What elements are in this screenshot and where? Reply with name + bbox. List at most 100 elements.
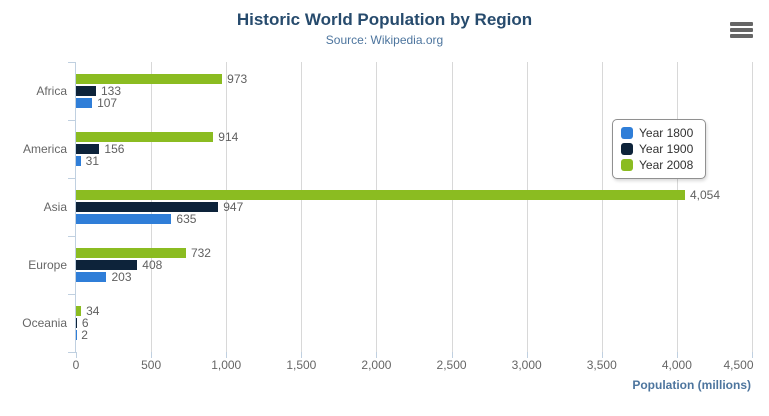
category-label-asia: Asia — [43, 200, 67, 214]
hamburger-icon — [730, 28, 753, 32]
gridline — [376, 62, 378, 352]
hamburger-icon — [730, 22, 753, 26]
bar-line: 408 — [76, 258, 752, 272]
gridline — [226, 62, 228, 352]
y-axis-tick — [68, 62, 76, 63]
gridline — [752, 62, 753, 352]
data-label: 107 — [97, 96, 118, 110]
x-axis-tick-label: 4,500 — [723, 358, 754, 372]
x-axis-tick — [301, 352, 303, 358]
x-axis-tick-label: 500 — [141, 358, 162, 372]
y-axis-tick — [68, 236, 76, 237]
bar-africa-year-1800[interactable] — [76, 98, 93, 108]
bar-oceania-year-2008[interactable] — [76, 306, 82, 316]
bar-line: 2 — [76, 328, 752, 342]
x-axis-tick — [676, 352, 678, 358]
bar-america-year-2008[interactable] — [76, 132, 214, 142]
x-axis-tick-label: 0 — [72, 358, 80, 372]
category-label-america: America — [22, 142, 67, 156]
legend-label: Year 2008 — [639, 158, 694, 172]
data-label: 408 — [142, 258, 163, 272]
x-axis-tick — [376, 352, 378, 358]
bar-europe-year-2008[interactable] — [76, 248, 186, 258]
chart-subtitle: Source: Wikipedia.org — [325, 33, 444, 47]
data-label: 31 — [85, 154, 100, 168]
data-label: 133 — [100, 84, 121, 98]
hamburger-icon — [730, 34, 753, 38]
gridline — [451, 62, 453, 352]
bar-line: 635 — [76, 212, 752, 226]
gridline — [526, 62, 528, 352]
data-label: 635 — [176, 212, 197, 226]
legend-item-year-1900[interactable]: Year 1900 — [621, 141, 693, 157]
y-axis-tick — [68, 120, 76, 121]
x-axis-title: Population (millions) — [632, 378, 751, 392]
bar-line: 914 — [76, 130, 752, 144]
category-label-europe: Europe — [28, 258, 67, 272]
bar-africa-year-2008[interactable] — [76, 74, 223, 84]
bar-line: 732 — [76, 246, 752, 260]
data-label: 732 — [190, 246, 211, 260]
bar-line: 203 — [76, 270, 752, 284]
x-axis-tick — [601, 352, 603, 358]
legend-label: Year 1900 — [639, 142, 694, 156]
category-row-africa: 973 133 107 — [76, 62, 752, 120]
bar-europe-year-1800[interactable] — [76, 272, 107, 282]
legend-label: Year 1800 — [639, 126, 694, 140]
category-row-america: 914 156 31 — [76, 120, 752, 178]
bar-line: 6 — [76, 316, 752, 330]
bar-oceania-year-1900[interactable] — [76, 318, 77, 328]
bar-line: 973 — [76, 72, 752, 86]
chart-title: Historic World Population by Region — [236, 10, 533, 29]
bar-europe-year-1900[interactable] — [76, 260, 138, 270]
x-axis-tick — [451, 352, 453, 358]
bar-line: 107 — [76, 96, 752, 110]
gridline — [676, 62, 678, 352]
category-row-asia: 4,054 947 635 — [76, 178, 752, 236]
legend-item-year-2008[interactable]: Year 2008 — [621, 157, 693, 173]
data-label: 914 — [218, 130, 239, 144]
bar-asia-year-1900[interactable] — [76, 202, 219, 212]
x-axis-tick-label: 3,000 — [511, 358, 542, 372]
y-axis-tick — [68, 352, 76, 353]
x-axis-tick — [76, 352, 77, 358]
x-axis-tick-label: 4,000 — [661, 358, 692, 372]
legend-item-year-1800[interactable]: Year 1800 — [621, 125, 693, 141]
category-row-europe: 732 408 203 — [76, 236, 752, 294]
export-menu-button[interactable] — [730, 22, 753, 38]
bar-asia-year-1800[interactable] — [76, 214, 172, 224]
x-axis-tick — [151, 352, 153, 358]
data-label: 947 — [223, 200, 244, 214]
legend-swatch-icon — [621, 143, 633, 155]
x-axis-tick-label: 2,500 — [436, 358, 467, 372]
bar-africa-year-1900[interactable] — [76, 86, 96, 96]
bar-line: 34 — [76, 305, 752, 317]
category-row-oceania: 34 6 2 — [76, 294, 752, 352]
category-label-africa: Africa — [36, 84, 67, 98]
gridline — [601, 62, 603, 352]
plot-area: 0 500 1,000 1,500 2,000 2,500 3,000 3,500 4,000 4… — [68, 62, 754, 372]
x-axis-tick-label: 3,500 — [586, 358, 617, 372]
bar-line: 156 — [76, 142, 752, 156]
x-axis-tick — [526, 352, 528, 358]
bar-line: 947 — [76, 200, 752, 214]
y-axis-tick — [68, 178, 76, 179]
x-axis-tick-label: 1,500 — [286, 358, 317, 372]
data-label: 6 — [81, 316, 89, 330]
category-label-oceania: Oceania — [22, 316, 67, 330]
data-label: 2 — [81, 328, 88, 342]
data-label: 4,054 — [690, 188, 721, 202]
data-label: 203 — [111, 270, 132, 284]
y-axis-tick — [68, 294, 76, 295]
bar-america-year-1900[interactable] — [76, 144, 100, 154]
x-axis-tick-label: 2,000 — [361, 358, 392, 372]
gridline — [301, 62, 303, 352]
bar-line: 31 — [76, 154, 752, 168]
bar-asia-year-2008[interactable] — [76, 190, 685, 200]
bar-america-year-1800[interactable] — [76, 156, 81, 166]
x-axis-tick — [226, 352, 228, 358]
bar-line: 4,054 — [76, 188, 752, 202]
data-label: 156 — [104, 142, 125, 156]
data-label: 973 — [227, 72, 248, 86]
